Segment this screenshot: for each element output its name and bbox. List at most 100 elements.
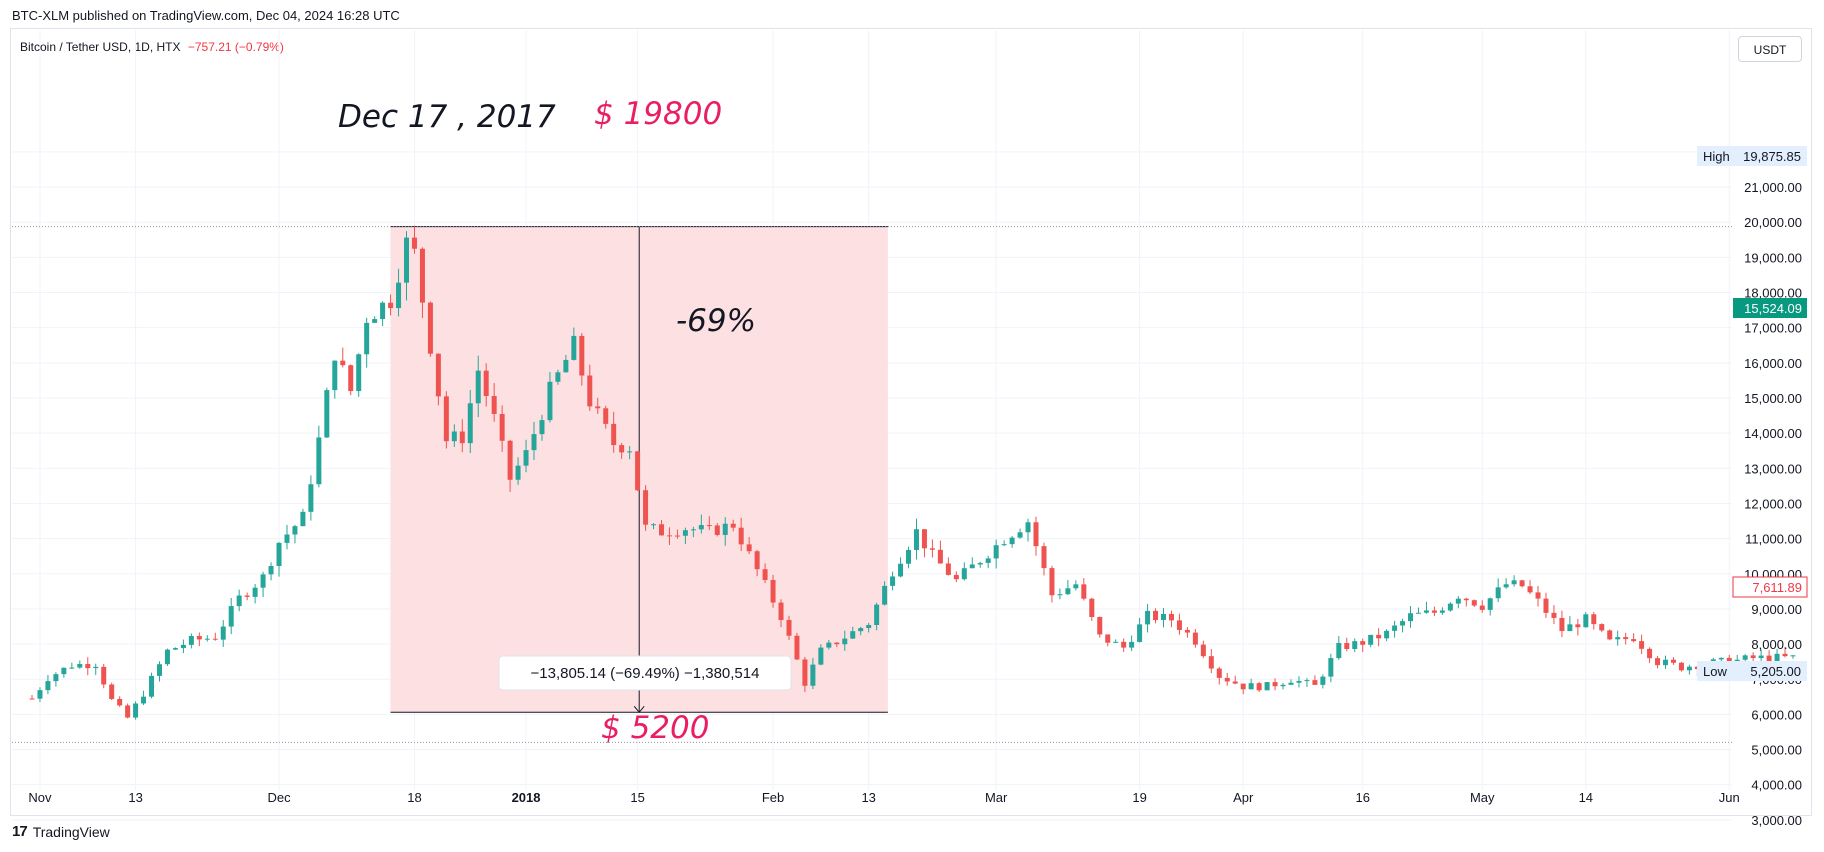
candle-body — [1320, 676, 1326, 685]
candle-body — [547, 381, 553, 421]
candle-body — [172, 648, 178, 650]
time-tick-label: 18 — [407, 790, 421, 805]
currency-button[interactable]: USDT — [1738, 36, 1802, 62]
candle-body — [898, 563, 904, 577]
price-tick-label: 20,000.00 — [1744, 215, 1802, 230]
candle-body — [1256, 683, 1262, 691]
candle-body — [1184, 629, 1190, 633]
candle-body — [515, 465, 521, 480]
candle-body — [1678, 662, 1684, 671]
candle-body — [188, 636, 194, 645]
candle-body — [945, 563, 951, 575]
candle-body — [1240, 683, 1246, 690]
time-tick-label: Jun — [1719, 790, 1740, 805]
candle-body — [220, 626, 226, 640]
candle-body — [882, 585, 888, 605]
candle-body — [921, 529, 927, 549]
candle-body — [563, 359, 569, 373]
time-tick-label: Apr — [1233, 790, 1254, 805]
candle-body — [1567, 624, 1573, 632]
candle-body — [1599, 624, 1605, 631]
candle-body — [109, 684, 115, 699]
candle-body — [1575, 624, 1581, 628]
candle-body — [1623, 637, 1629, 640]
candle-body — [1591, 614, 1597, 625]
candle-body — [985, 558, 991, 563]
time-tick-label: Mar — [985, 790, 1008, 805]
candle-body — [1296, 681, 1302, 683]
candle-body — [1655, 658, 1661, 666]
footer-brand[interactable]: 17 TradingView — [12, 823, 110, 840]
candle-body — [364, 322, 370, 355]
candle-body — [1368, 634, 1374, 645]
candle-body — [635, 451, 641, 491]
candle-body — [85, 664, 91, 669]
candle-body — [236, 595, 242, 607]
candle-body — [196, 636, 202, 640]
candle-body — [1750, 655, 1756, 659]
candle-body — [722, 523, 728, 535]
candle-body — [826, 642, 832, 648]
price-tick-label: 16,000.00 — [1744, 356, 1802, 371]
candle-body — [228, 606, 234, 627]
candle-body — [906, 549, 912, 564]
candle-body — [619, 445, 625, 453]
candle-body — [1495, 587, 1501, 599]
candle-body — [1431, 610, 1437, 613]
candle-body — [427, 302, 433, 354]
candle-body — [1551, 612, 1557, 618]
candle-body — [730, 523, 736, 528]
candle-body — [786, 620, 792, 636]
candle-body — [1105, 634, 1111, 643]
candle-body — [1153, 610, 1159, 621]
price-tick-label: 17,000.00 — [1744, 321, 1802, 336]
candle-body — [778, 602, 784, 621]
price-tick-label: 6,000.00 — [1751, 707, 1802, 722]
candle-body — [1790, 655, 1796, 657]
candle-body — [1535, 592, 1541, 599]
candle-body — [1248, 683, 1254, 690]
candle-body — [1121, 641, 1127, 648]
price-tick-label: 8,000.00 — [1751, 637, 1802, 652]
candle-body — [443, 396, 449, 442]
candle-body — [435, 353, 441, 397]
candle-body — [1384, 630, 1390, 639]
candle-body — [380, 302, 386, 320]
price-tick-label: 11,000.00 — [1745, 532, 1802, 547]
candle-body — [1145, 610, 1151, 625]
low-badge: Low 5,205.00 — [1697, 661, 1807, 681]
candle-body — [300, 511, 306, 527]
candle-body — [890, 576, 896, 586]
published-line: BTC-XLM published on TradingView.com, De… — [12, 8, 400, 23]
candle-body — [762, 569, 768, 580]
candle-body — [818, 647, 824, 665]
candle-body — [611, 423, 617, 446]
candle-body — [993, 545, 999, 559]
time-axis: Nov 13 Dec 18 2018 15 Feb 13 Mar 19 Apr 16 May 14 Jun — [28, 790, 1739, 805]
candle-body — [1216, 668, 1222, 678]
symbol-title: Bitcoin / Tether USD, 1D, HTX — [20, 40, 181, 54]
candle-body — [1336, 643, 1342, 659]
price-tick-label: 13,000.00 — [1744, 461, 1802, 476]
candle-body — [1511, 580, 1517, 585]
candle-body — [1471, 600, 1477, 606]
time-tick-label: Feb — [762, 790, 784, 805]
price-tick-label: 3,000.00 — [1751, 813, 1802, 828]
candle-body — [674, 535, 680, 537]
symbol-legend: Bitcoin / Tether USD, 1D, HTX −757.21 (−… — [20, 40, 284, 54]
candle-body — [37, 690, 43, 699]
candle-body — [61, 667, 67, 675]
candle-body — [1758, 655, 1764, 659]
candle-body — [658, 524, 664, 536]
candle-body — [1264, 682, 1270, 691]
candle-body — [77, 664, 83, 668]
annotation-percent: -69% — [676, 303, 756, 339]
candle-body — [682, 530, 688, 536]
candle-body — [531, 434, 537, 451]
candle-body — [141, 696, 147, 704]
time-tick-label: 15 — [630, 790, 644, 805]
candle-body — [332, 360, 338, 391]
candle-body — [1479, 605, 1485, 610]
time-tick-label: May — [1470, 790, 1495, 805]
